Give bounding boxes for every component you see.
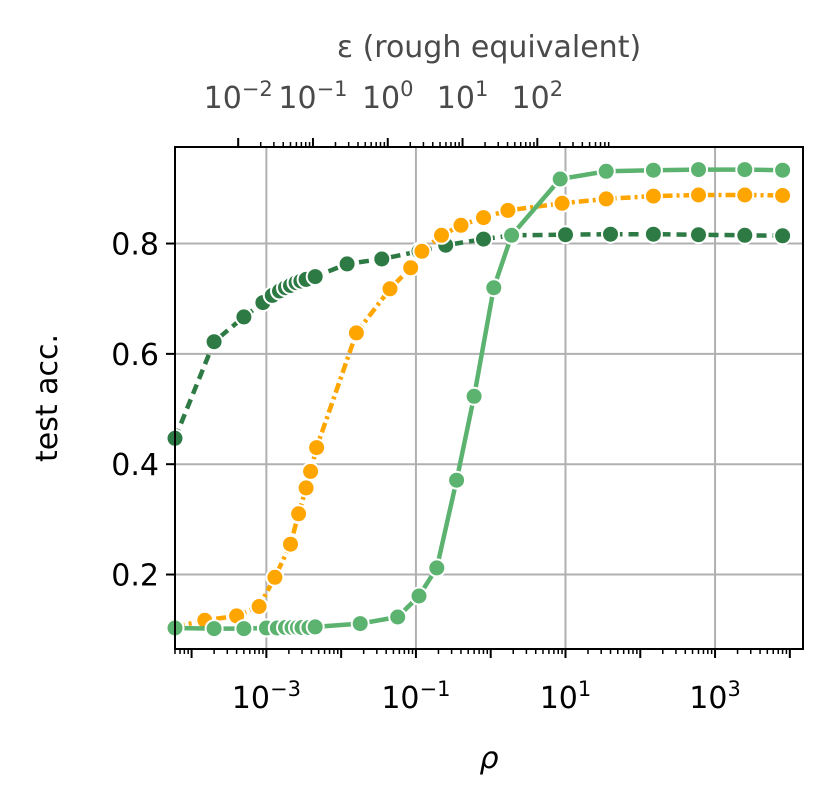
series-2-point-13 [409, 586, 429, 606]
top-axis-title: ε (rough equivalent) [337, 30, 641, 65]
top-tick-label-4-exponent: 2 [550, 77, 563, 101]
x-tick-label-1-base: 10 [381, 681, 419, 716]
series-2-point-10 [305, 617, 325, 637]
series-0-point-19 [601, 224, 620, 244]
series-1-point-21 [689, 185, 708, 205]
top-tick-label-3: 101 [437, 77, 489, 116]
series-2-point-17 [484, 278, 504, 298]
series-1-point-13 [412, 241, 432, 261]
y-tick-label-3: 0.8 [111, 228, 159, 263]
series-1 [165, 185, 793, 637]
series-1-point-16 [474, 208, 493, 228]
series-0-point-1 [204, 332, 224, 352]
series-2-point-16 [464, 386, 484, 406]
series-1-point-22 [735, 185, 755, 205]
series-0-point-23 [773, 226, 793, 246]
series-2-point-18 [502, 225, 522, 245]
series-2-point-12 [388, 607, 408, 627]
series-0-point-12 [337, 254, 357, 274]
x-tick-label-2-exponent: 1 [578, 677, 591, 701]
x-axis-title: ρ [479, 741, 498, 776]
series-1-point-19 [596, 189, 616, 209]
series-2-point-2 [234, 619, 254, 639]
series-0-point-16 [474, 229, 493, 249]
top-tick-label-2-base: 10 [362, 81, 400, 116]
series-1-point-10 [346, 323, 366, 343]
series-2-point-19 [550, 169, 570, 189]
series-2-point-11 [350, 614, 370, 634]
series-1-point-18 [552, 193, 572, 213]
plot-frame [174, 146, 804, 650]
series-2-point-23 [735, 160, 755, 180]
top-tick-label-2-exponent: 0 [400, 77, 413, 101]
x-tick-label-1-exponent: −1 [420, 677, 451, 701]
series-1-point-11 [380, 279, 400, 299]
series-2-point-14 [427, 558, 447, 578]
series-2-point-1 [204, 619, 224, 639]
top-tick-label-1-base: 10 [278, 81, 316, 116]
series-0-point-11 [305, 267, 325, 287]
series-layer [165, 160, 793, 639]
x-tick-label-2: 101 [540, 677, 592, 716]
x-tick-label-0-base: 10 [232, 681, 270, 716]
series-0 [165, 224, 793, 448]
series-1-point-14 [432, 225, 451, 245]
top-tick-label-4-base: 10 [512, 81, 550, 116]
series-0-point-13 [372, 249, 392, 269]
top-tick-label-0-base: 10 [204, 81, 242, 116]
series-1-point-15 [451, 215, 471, 235]
series-1-point-23 [773, 186, 793, 205]
series-1-point-7 [296, 478, 316, 498]
x-tick-label-2-base: 10 [540, 681, 578, 716]
top-tick-label-0: 10−2 [204, 77, 273, 116]
x-tick-label-3: 103 [689, 677, 741, 716]
series-1-point-5 [281, 534, 300, 554]
series-1-point-8 [301, 461, 321, 481]
top-tick-label-2: 100 [362, 77, 414, 116]
y-axis-title: test acc. [30, 334, 65, 462]
series-0-point-2 [234, 307, 254, 327]
series-1-point-6 [289, 504, 309, 524]
y-tick-label-1: 0.4 [111, 448, 159, 483]
series-2-point-15 [447, 470, 467, 490]
series-2-point-21 [643, 160, 663, 180]
top-tick-label-1-exponent: −1 [317, 77, 348, 101]
top-tick-label-3-base: 10 [437, 81, 475, 116]
series-0-point-18 [556, 225, 575, 245]
top-tick-label-1: 10−1 [278, 77, 347, 116]
series-2 [165, 160, 793, 639]
series-2-point-20 [596, 161, 616, 181]
x-tick-label-3-base: 10 [689, 681, 727, 716]
top-tick-label-4: 102 [512, 77, 564, 116]
top-tick-label-0-exponent: −2 [242, 77, 273, 101]
x-tick-label-0-exponent: −3 [270, 677, 301, 701]
series-1-point-17 [498, 200, 518, 220]
series-2-point-24 [773, 160, 793, 180]
series-0-point-22 [735, 225, 755, 245]
x-tick-label-1: 10−1 [381, 677, 450, 716]
series-2-point-22 [689, 160, 708, 180]
series-1-point-9 [307, 438, 327, 458]
series-0-point-20 [643, 224, 663, 244]
series-1-point-4 [265, 567, 285, 587]
y-axis: 0.2 0.4 0.6 0.8 test acc. [30, 228, 175, 594]
y-tick-label-2: 0.6 [111, 338, 159, 373]
x-tick-label-3-exponent: 3 [727, 677, 740, 701]
series-1-point-12 [401, 258, 421, 278]
series-1-point-3 [249, 597, 269, 616]
y-tick-label-0: 0.2 [111, 559, 159, 594]
series-0-point-21 [689, 225, 708, 245]
x-tick-label-0: 10−3 [232, 677, 301, 716]
top-tick-label-3-exponent: 1 [475, 77, 488, 101]
series-1-point-20 [643, 186, 663, 206]
